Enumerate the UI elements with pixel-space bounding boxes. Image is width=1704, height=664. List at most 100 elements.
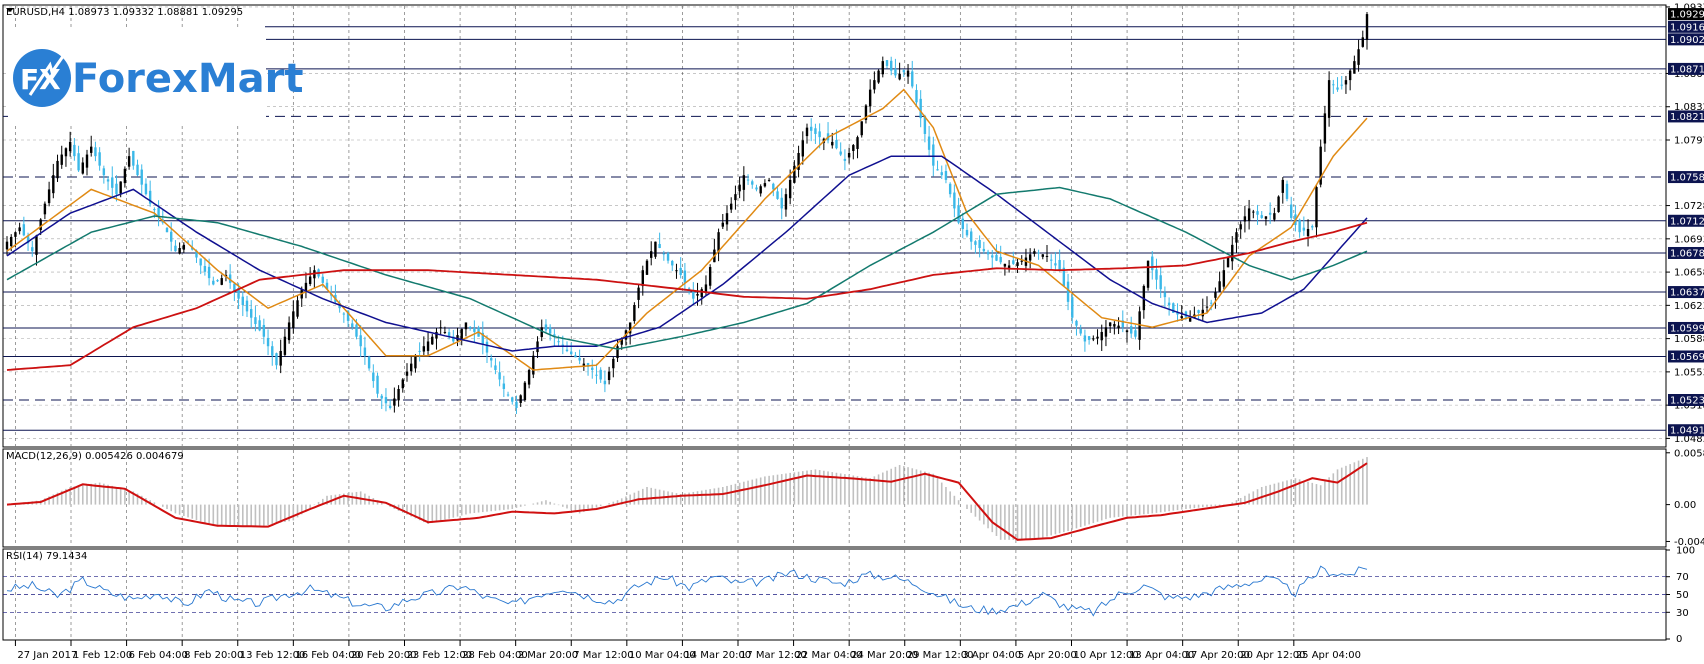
candle-body xyxy=(1239,224,1242,230)
price-label: 1.08718 xyxy=(1670,64,1704,75)
candle-body xyxy=(1311,226,1314,228)
candle-body xyxy=(1151,256,1154,271)
price-label-box xyxy=(1668,8,1704,21)
candle-body xyxy=(384,397,388,404)
candle-body xyxy=(641,270,644,287)
candle-body xyxy=(262,324,266,337)
candle-body xyxy=(708,267,712,286)
candle-body xyxy=(612,358,615,369)
price-label: 1.07580 xyxy=(1670,173,1704,184)
candle-body xyxy=(115,183,118,195)
price-tick-label: 1.06230 xyxy=(1674,301,1704,312)
candle-body xyxy=(1361,37,1364,47)
rsi-pane[interactable] xyxy=(2,548,1667,641)
candle-body xyxy=(961,218,964,230)
time-tick-label: 6 Feb 04:00 xyxy=(129,650,188,661)
candle-body xyxy=(1210,302,1213,304)
price-label-box xyxy=(1668,246,1704,259)
candle-body xyxy=(527,369,531,385)
candle-body xyxy=(1327,80,1331,118)
candle-body xyxy=(10,236,13,247)
price-label: 1.04916 xyxy=(1670,426,1704,437)
candle-body xyxy=(220,278,223,285)
candle-body xyxy=(140,169,143,185)
candle-body xyxy=(431,336,434,345)
candle-body xyxy=(1285,183,1289,199)
candle-body xyxy=(359,335,362,347)
candle-body xyxy=(1134,330,1137,337)
candle-body xyxy=(1222,270,1226,287)
candle-body xyxy=(654,241,657,257)
candle-body xyxy=(1045,255,1049,257)
candle-body xyxy=(919,98,922,119)
candle-body xyxy=(1281,179,1284,193)
candle-body xyxy=(847,152,851,158)
macd-indicator xyxy=(6,457,1368,541)
main-pane[interactable] xyxy=(2,4,1667,448)
candle-body xyxy=(439,327,442,329)
candle-body xyxy=(498,372,501,380)
candle-body xyxy=(77,153,80,171)
candle-body xyxy=(974,241,977,245)
candle-body xyxy=(1033,251,1036,254)
candle-body xyxy=(1340,84,1343,86)
candle-body xyxy=(363,347,367,356)
candle-body xyxy=(85,154,89,168)
candle-body xyxy=(1041,254,1044,257)
candle-body xyxy=(64,148,68,157)
candle-body xyxy=(1054,263,1057,266)
collapse-triangle-icon[interactable] xyxy=(6,8,14,12)
candle-body xyxy=(22,224,26,236)
time-tick-label: 3 Apr 04:00 xyxy=(962,650,1021,661)
candle-body xyxy=(839,151,842,155)
candle-body xyxy=(94,147,97,157)
candle-body xyxy=(1087,336,1091,340)
candle-body xyxy=(35,235,38,255)
candle-body xyxy=(717,232,720,252)
candle-body xyxy=(986,251,990,255)
candle-body xyxy=(355,324,358,337)
candle-body xyxy=(106,179,110,182)
macd-pane[interactable] xyxy=(2,448,1667,548)
candle-body xyxy=(860,121,863,136)
candle-body xyxy=(721,222,724,227)
candle-body xyxy=(1201,309,1204,317)
candle-body xyxy=(965,229,969,236)
candle-body xyxy=(148,190,152,204)
candle-body xyxy=(1066,281,1070,302)
candle-body xyxy=(1298,219,1301,233)
candle-body xyxy=(73,144,76,157)
candle-body xyxy=(696,293,699,296)
price-label-box xyxy=(1668,394,1704,407)
candle-body xyxy=(894,68,897,76)
candle-body xyxy=(506,394,510,396)
candle-body xyxy=(548,327,552,334)
price-label-box xyxy=(1668,171,1704,184)
candle-body xyxy=(447,332,451,337)
candle-body xyxy=(999,256,1002,263)
candle-body xyxy=(932,144,935,166)
candle-body xyxy=(1108,322,1112,327)
candle-body xyxy=(1243,216,1247,222)
price-label: 1.09029 xyxy=(1670,35,1704,46)
candle-body xyxy=(978,240,981,249)
candle-body xyxy=(746,179,750,181)
candle-body xyxy=(515,401,518,408)
price-label-box xyxy=(1668,62,1704,75)
candle-body xyxy=(174,245,177,252)
candle-body xyxy=(1332,84,1335,86)
candle-body xyxy=(494,365,497,370)
ma-mid-line xyxy=(6,155,1368,352)
candle-body xyxy=(502,383,506,389)
candle-body xyxy=(1028,254,1032,261)
macd-tick-label: 0.005884 xyxy=(1674,448,1704,459)
candle-body xyxy=(1197,310,1200,313)
candle-body xyxy=(1163,292,1167,298)
candle-body xyxy=(1037,252,1040,254)
candle-body xyxy=(868,89,872,107)
candle-body xyxy=(1205,306,1209,308)
rsi-tick-label: 30 xyxy=(1676,608,1689,619)
